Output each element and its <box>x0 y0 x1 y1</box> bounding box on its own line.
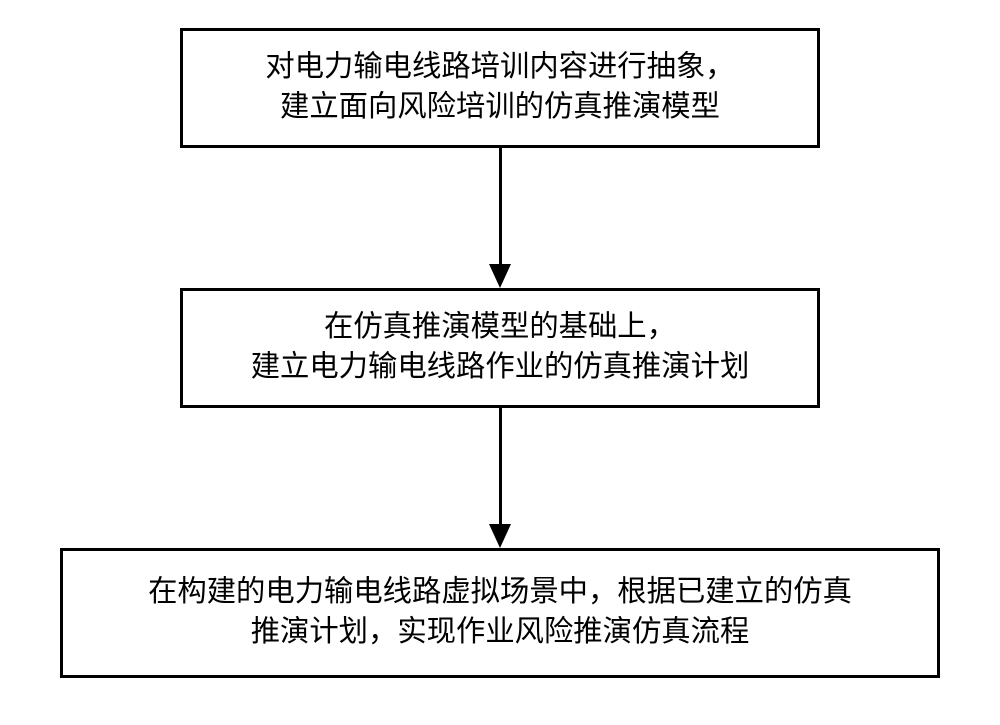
flowchart-arrow-line <box>499 148 502 264</box>
flowchart-node-3: 在构建的电力输电线路虚拟场景中，根据已建立的仿真 推演计划，实现作业风险推演仿真… <box>60 548 940 678</box>
node-text-line: 对电力输电线路培训内容进行抽象， <box>265 48 734 88</box>
flowchart-canvas: 对电力输电线路培训内容进行抽象， 建立面向风险培训的仿真推演模型 在仿真推演模型… <box>0 0 1000 725</box>
node-text-line: 建立电力输电线路作业的仿真推演计划 <box>251 348 750 388</box>
node-text-line: 在仿真推演模型的基础上， <box>324 308 676 348</box>
node-text-line: 建立面向风险培训的仿真推演模型 <box>280 88 720 128</box>
flowchart-node-2: 在仿真推演模型的基础上， 建立电力输电线路作业的仿真推演计划 <box>180 288 820 408</box>
node-text-line: 推演计划，实现作业风险推演仿真流程 <box>251 613 750 653</box>
flowchart-arrow-head <box>489 264 511 288</box>
node-text-line: 在构建的电力输电线路虚拟场景中，根据已建立的仿真 <box>148 573 852 613</box>
flowchart-arrow-head <box>489 524 511 548</box>
flowchart-arrow-line <box>499 408 502 524</box>
flowchart-node-1: 对电力输电线路培训内容进行抽象， 建立面向风险培训的仿真推演模型 <box>180 28 820 148</box>
